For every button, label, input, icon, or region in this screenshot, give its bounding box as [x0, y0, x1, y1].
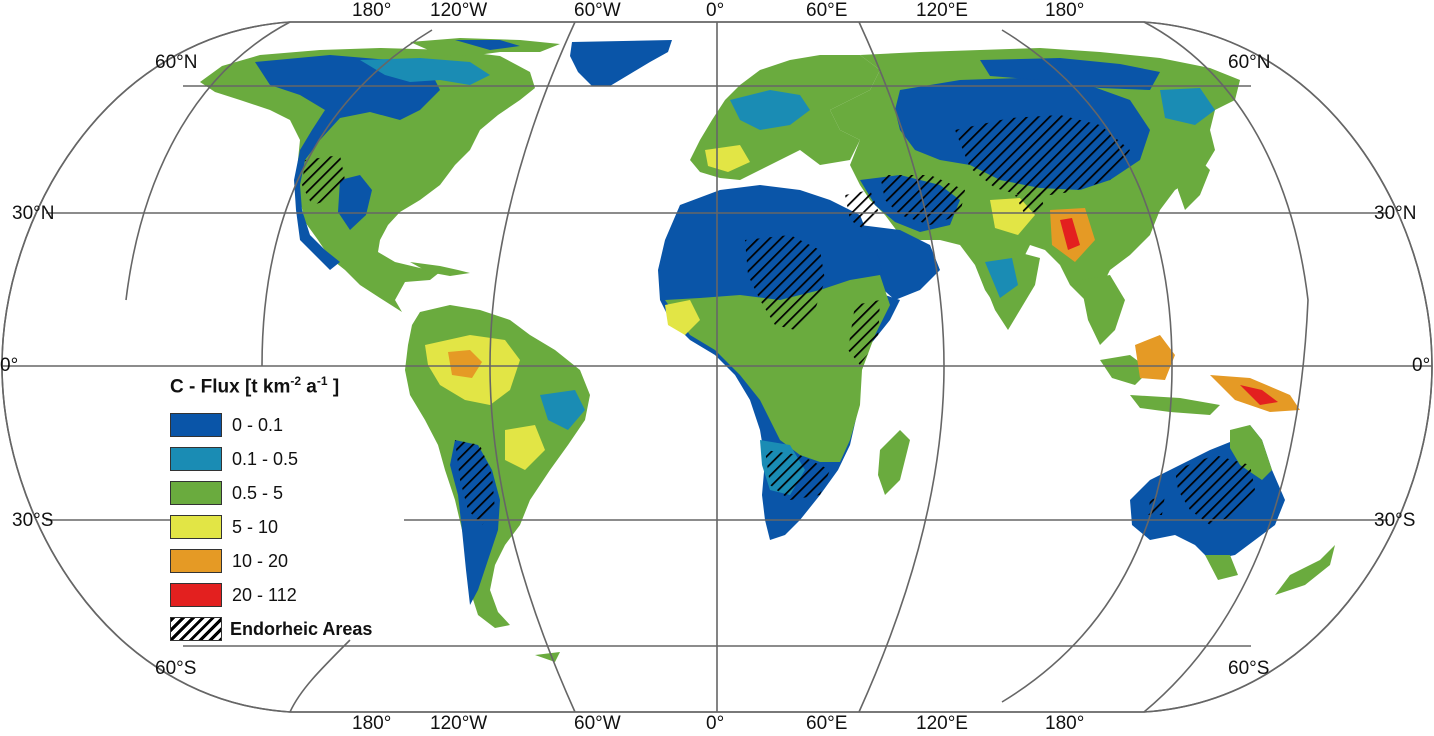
legend-label: 0.5 - 5	[232, 482, 284, 503]
right-lat-label: 60°S	[1228, 658, 1270, 679]
top-lon-label: 60°E	[806, 0, 848, 21]
top-lon-label: 120°W	[430, 0, 488, 21]
left-lat-label: 30°S	[12, 510, 54, 531]
right-lat-label: 60°N	[1228, 52, 1271, 73]
legend: C - Flux [t km-2 a-1 ] 0 - 0.1 0.1 - 0.5…	[170, 374, 420, 646]
legend-swatch	[170, 583, 222, 608]
bottom-lon-label: 120°W	[430, 713, 488, 734]
bottom-lon-label: 60°W	[574, 713, 621, 734]
legend-label: 10 - 20	[232, 550, 289, 571]
top-lon-label: 60°W	[574, 0, 621, 21]
legend-swatch	[170, 481, 222, 506]
left-lat-label: 30°N	[12, 203, 55, 224]
legend-label: 0.1 - 0.5	[232, 448, 299, 469]
greenland	[570, 40, 672, 86]
legend-label: 0 - 0.1	[232, 414, 284, 435]
north-america	[200, 48, 535, 312]
bottom-lon-label: 0°	[706, 713, 725, 734]
legend-swatch	[170, 549, 222, 574]
left-lat-label: 60°S	[155, 658, 197, 679]
legend-label: 20 - 112	[232, 584, 297, 605]
left-lat-label: 0°	[0, 355, 19, 376]
right-lat-label: 0°	[1412, 355, 1431, 376]
bottom-lon-label: 180°	[352, 713, 392, 734]
legend-item: 5 - 10	[170, 510, 420, 544]
right-lat-label: 30°N	[1374, 203, 1417, 224]
legend-item: 0.5 - 5	[170, 476, 420, 510]
legend-item: 0.1 - 0.5	[170, 442, 420, 476]
legend-item: 10 - 20	[170, 544, 420, 578]
legend-title: C - Flux [t km-2 a-1 ]	[170, 374, 340, 398]
legend-label: 5 - 10	[232, 516, 279, 537]
bottom-lon-label: 180°	[1045, 713, 1085, 734]
hatch-swatch	[170, 617, 222, 642]
legend-item: 20 - 112	[170, 578, 420, 612]
legend-swatch	[170, 515, 222, 540]
legend-item: 0 - 0.1	[170, 408, 420, 442]
legend-label-endorheic: Endorheic Areas	[230, 618, 373, 639]
legend-item-endorheic: Endorheic Areas	[170, 612, 420, 646]
bottom-lon-label: 120°E	[916, 713, 968, 734]
graticule	[2, 21, 1432, 713]
legend-swatch	[170, 447, 222, 472]
top-lon-label: 120°E	[916, 0, 968, 21]
left-lat-label: 60°N	[155, 52, 198, 73]
bottom-lon-label: 60°E	[806, 713, 848, 734]
right-lat-label: 30°S	[1374, 510, 1416, 531]
top-lon-label: 180°	[352, 0, 392, 21]
top-lon-label: 0°	[706, 0, 725, 21]
legend-swatch	[170, 413, 222, 438]
top-lon-label: 180°	[1045, 0, 1085, 21]
